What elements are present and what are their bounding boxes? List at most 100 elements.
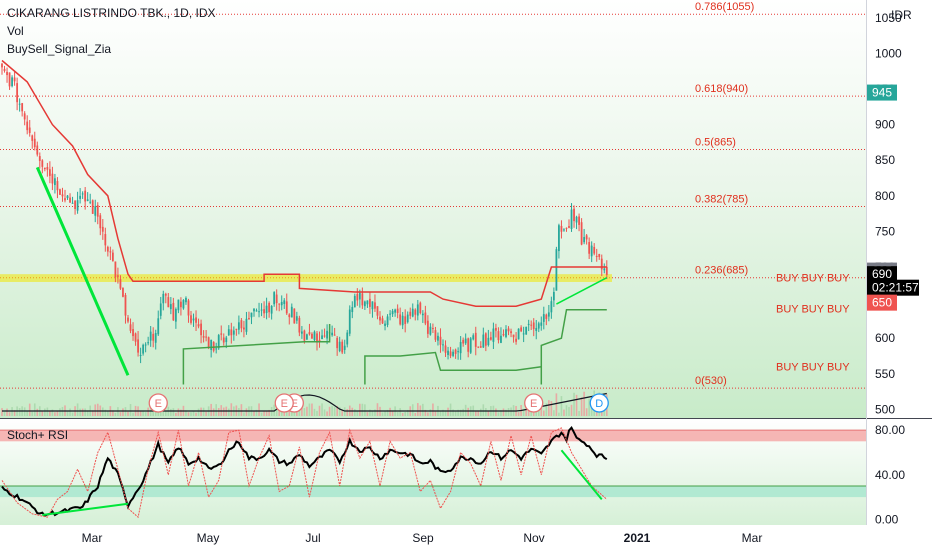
volume-bar [275, 409, 278, 416]
candle-body [363, 301, 366, 307]
candle-body [376, 306, 379, 316]
fib-label: 0.236(685) [695, 265, 748, 277]
candle-body [399, 314, 402, 325]
time-tick-label: 2021 [624, 531, 651, 545]
candle-body [248, 318, 250, 320]
support-line [364, 351, 542, 385]
candle-body [101, 226, 104, 232]
candle-body [580, 222, 583, 245]
candle-body [505, 329, 507, 337]
candle-body [23, 113, 26, 120]
fib-label: 0.382(785) [695, 194, 748, 206]
candle-body [517, 328, 520, 340]
volume-bar [187, 412, 190, 416]
candle-body [573, 208, 575, 222]
volume-bar [356, 411, 359, 416]
candle-body [472, 335, 475, 340]
volume-bar [346, 409, 349, 416]
volume-bar [404, 412, 406, 416]
volume-bar [553, 410, 555, 416]
currency-label: IDR [891, 8, 912, 22]
candle-body [137, 339, 139, 353]
candle-body [46, 167, 49, 170]
candle-body [275, 294, 278, 304]
candle-body [530, 324, 533, 326]
volume-bar [147, 407, 149, 416]
candle-body [109, 251, 112, 253]
candle-body [195, 317, 197, 323]
candle-body [293, 308, 296, 324]
candle-body [371, 301, 374, 310]
candle-body [59, 189, 61, 195]
candle-body [149, 331, 152, 341]
volume-bar [139, 410, 142, 416]
candle-body [321, 335, 323, 340]
indicator-legend[interactable]: BuySell_Signal_Zia [7, 42, 112, 56]
candle-body [563, 229, 565, 231]
candle-body [106, 246, 109, 252]
volume-bar [215, 404, 217, 416]
candle-body [51, 173, 54, 184]
candle-body [152, 333, 155, 341]
candle-body [547, 312, 550, 317]
candle-body [69, 197, 71, 203]
volume-bar [192, 411, 195, 416]
candle-body [185, 297, 187, 303]
candle-body [346, 332, 349, 345]
volume-bar [510, 407, 512, 416]
volume-bar [371, 410, 374, 416]
price-label-text: 945 [872, 86, 892, 100]
stoch-trend-line [42, 502, 129, 516]
candle-body [31, 135, 34, 141]
candle-body [507, 328, 510, 332]
candle-body [215, 348, 218, 350]
volume-bar [525, 409, 527, 416]
volume-bar [505, 409, 507, 416]
candle-body [56, 181, 59, 191]
stoch-tick-label: 40.00 [875, 468, 905, 482]
volume-bar [260, 412, 263, 416]
candle-body [13, 77, 16, 82]
candle-body [396, 308, 399, 313]
candle-body [510, 331, 512, 334]
candle-body [323, 335, 326, 337]
candle-body [89, 201, 92, 203]
candle-body [449, 351, 452, 356]
time-tick-label: Sep [412, 531, 434, 545]
stoch-legend[interactable]: Stoch+ RSI [7, 428, 69, 442]
volume-bar [474, 410, 477, 416]
volume-bar [285, 409, 288, 416]
candle-body [374, 302, 376, 309]
candle-body [240, 320, 243, 329]
candle-body [487, 337, 490, 346]
volume-bar [44, 408, 46, 416]
candle-body [298, 317, 301, 333]
candle-body [477, 346, 480, 348]
candle-body [409, 311, 412, 316]
candle-body [104, 234, 107, 246]
volume-bar [26, 411, 28, 416]
candle-body [11, 77, 13, 87]
volume-bar [245, 408, 248, 416]
volume-bar [3, 411, 6, 416]
candle-body [124, 294, 127, 316]
candle-body [525, 326, 528, 335]
volume-bar [331, 405, 333, 416]
volume-bar [580, 397, 583, 416]
candle-body [348, 309, 351, 334]
volume-bar [306, 406, 308, 416]
candle-body [273, 292, 276, 305]
volume-bar [255, 409, 258, 416]
event-marker-label: D [595, 398, 603, 410]
candle-body [313, 331, 316, 341]
volume-bar [56, 410, 59, 416]
volume-bar [122, 408, 124, 416]
volume-bar [132, 412, 134, 416]
candle-body [452, 351, 454, 356]
candle-body [212, 342, 215, 351]
volume-bar [313, 408, 316, 416]
candle-body [495, 327, 497, 331]
volume-legend[interactable]: Vol [7, 24, 24, 38]
volume-bar [268, 409, 270, 416]
